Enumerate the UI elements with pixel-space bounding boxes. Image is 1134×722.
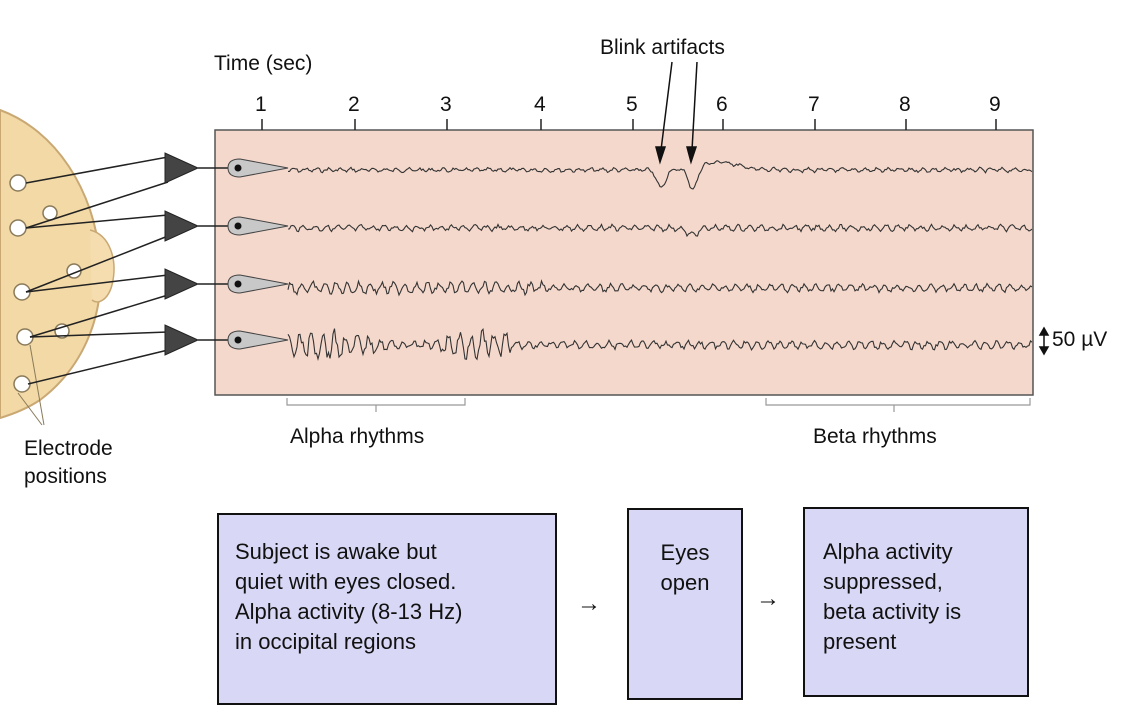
electrode (54, 323, 70, 339)
time-axis-ticks (261, 119, 997, 130)
alpha-bracket (286, 398, 466, 412)
eeg-figure (0, 61, 1050, 426)
time-tick-label: 6 (716, 93, 728, 116)
pen-icon (227, 330, 289, 350)
amplifier-icon (164, 210, 200, 242)
eyes-closed-box: Subject is awake but quiet with eyes clo… (217, 513, 557, 705)
electrode (9, 174, 27, 192)
eeg-trace-line (287, 279, 1033, 297)
amplifier-icon (164, 268, 200, 300)
scale-label: 50 µV (1052, 328, 1108, 351)
time-tick-label: 4 (534, 93, 546, 116)
time-tick-label: 8 (899, 93, 911, 116)
pen-icon (227, 216, 289, 236)
amplifier-icon (164, 324, 200, 356)
box-text-line: beta activity is (823, 599, 962, 624)
arrow-icon: → (577, 590, 601, 617)
box-text-line: open (660, 570, 710, 595)
time-tick-label: 7 (808, 93, 820, 116)
scale-bar (1038, 326, 1050, 356)
recording-pens (227, 158, 289, 350)
electrode (13, 375, 31, 393)
box-text-line: Alpha activity (823, 539, 953, 564)
time-tick-label: 2 (348, 93, 360, 116)
eyes-open-box: Eyes open (627, 508, 743, 700)
blink-arrows (655, 61, 698, 165)
blink-artifacts-label: Blink artifacts (600, 36, 725, 59)
alpha-rhythms-label: Alpha rhythms (290, 425, 425, 448)
box-text-line: present (823, 629, 897, 654)
box-text-line: Alpha activity (8-13 Hz) (235, 599, 463, 624)
arrow-icon: → (756, 585, 780, 612)
pen-icon (227, 274, 289, 294)
eeg-trace-line (288, 160, 1033, 190)
time-axis-title: Time (sec) (214, 52, 313, 75)
amplifier-icon (164, 152, 200, 184)
beta-rhythms-label: Beta rhythms (813, 425, 937, 448)
electrode-positions-label-line2: positions (24, 465, 107, 488)
box-text-line: quiet with eyes closed. (235, 569, 457, 594)
amplifiers (164, 152, 200, 356)
head-shape (0, 108, 102, 420)
box-text-line: in occipital regions (235, 629, 416, 654)
eeg-trace-line (287, 328, 1033, 362)
electrode-positions-label: Electrode (24, 437, 113, 460)
time-tick-label: 3 (440, 93, 452, 116)
alpha-suppressed-box: Alpha activity suppressed, beta activity… (803, 507, 1029, 697)
lead-wires (25, 156, 169, 385)
eeg-traces (287, 160, 1033, 362)
box-text-line: Subject is awake but (235, 539, 437, 564)
time-tick-label: 5 (626, 93, 638, 116)
eeg-trace-line (287, 223, 1033, 238)
electrode (9, 219, 27, 237)
pen-icon (227, 158, 289, 178)
beta-bracket (765, 398, 1031, 412)
time-tick-label: 9 (989, 93, 1001, 116)
time-tick-label: 1 (255, 93, 267, 116)
box-text-line: suppressed, (823, 569, 943, 594)
box-text-line: Eyes (660, 540, 710, 565)
